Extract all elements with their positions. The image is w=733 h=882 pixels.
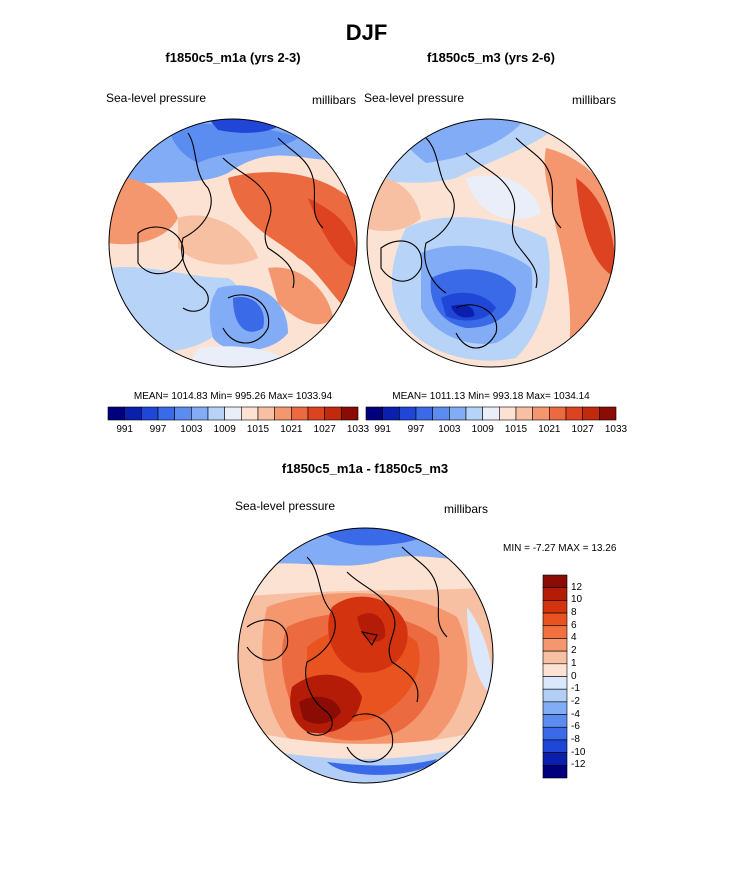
panel-1-colorbar-swatch (124, 406, 142, 421)
panel-2-colorbar-tick-label: 997 (407, 424, 425, 435)
panel-2-units-label: millibars (572, 93, 617, 107)
panel-2-title: f1850c5_m3 (yrs 2-6) (427, 50, 555, 65)
diff-colorbar-swatch (542, 739, 568, 753)
panel-2-colorbar-tick-label: 1033 (604, 424, 628, 435)
diff-colorbar-swatch (542, 688, 568, 703)
panel-2-colorbar-swatch (515, 406, 533, 421)
panel-1-colorbar-tick-label: 1027 (313, 424, 336, 435)
diff-colorbar-swatch (542, 726, 568, 741)
diff-colorbar-swatch (542, 600, 568, 614)
diff-colorbar-tick-label: 0 (571, 670, 577, 682)
panel-1-colorbar-tick-label: 1021 (280, 424, 303, 435)
panel-1-colorbar-tick-label: 1003 (180, 424, 203, 435)
diff-colorbar-tick-label: 1 (571, 657, 577, 669)
panel-2-variable-label: Sea-level pressure (364, 91, 465, 105)
diff-colorbar-swatch (542, 625, 568, 639)
panel-2-colorbar-swatch (382, 406, 400, 421)
diff-panel-variable-label: Sea-level pressure (235, 499, 336, 513)
panel-1-colorbar-swatch (341, 406, 359, 421)
diff-colorbar-tick-label: 12 (571, 581, 583, 593)
panel-2-colorbar-tick-label: 1009 (471, 424, 494, 435)
panel-2-colorbar-swatch (582, 406, 600, 421)
panel-1-colorbar-tick-label: 1015 (246, 424, 270, 435)
panel-1-colorbar-swatch (274, 406, 292, 421)
panel-1-colorbar (107, 406, 359, 421)
diff-colorbar-swatch (542, 638, 568, 652)
diff-colorbar-tick-label: -2 (571, 695, 580, 707)
diff-colorbar-tick-label: 10 (571, 594, 583, 606)
panel-2-colorbar-swatch (465, 406, 483, 421)
panel-2-colorbar-swatch (532, 406, 550, 421)
panel-1-colorbar-swatch (174, 406, 192, 421)
panel-1-colorbar-swatch (257, 406, 275, 421)
panel-1-units-label: millibars (312, 93, 357, 107)
panel-2-colorbar-swatch (482, 406, 500, 421)
panel-2-colorbar-tick-label: 1027 (571, 424, 594, 435)
panel-2-colorbar-swatch (565, 406, 583, 421)
diff-panel-minmax: MIN = -7.27 MAX = 13.26 (503, 543, 617, 554)
diff-panel-units-label: millibars (444, 502, 489, 516)
panel-2-colorbar-swatch (432, 406, 450, 421)
diff-colorbar-swatch (542, 663, 568, 677)
diff-colorbar-swatch (542, 574, 568, 588)
diff-colorbar-tick-label: 4 (571, 632, 577, 644)
panel-2-colorbar-tick-label: 1021 (538, 424, 561, 435)
panel-1-stats: MEAN= 1014.83 Min= 995.26 Max= 1033.94 (133, 391, 333, 402)
diff-panel-map (237, 527, 494, 784)
diff-colorbar-tick-label: -6 (571, 721, 580, 733)
diff-colorbar-tick-label: -12 (571, 759, 586, 771)
panel-2-colorbar-swatch (549, 406, 567, 421)
panel-1-variable-label: Sea-level pressure (106, 91, 207, 105)
panel-2-map (366, 118, 616, 368)
panel-2-colorbar-tick-label: 991 (374, 424, 391, 435)
panel-2-colorbar-swatch (415, 406, 433, 421)
panel-2-colorbar-swatch (365, 406, 383, 421)
diff-colorbar-tick-label: -8 (571, 733, 580, 745)
diff-colorbar-swatch (542, 587, 568, 601)
diff-colorbar-tick-label: -10 (571, 746, 586, 758)
panel-2-colorbar-swatch (499, 406, 517, 421)
panel-1-colorbar-swatch (107, 406, 125, 421)
panel-1-colorbar-swatch (241, 406, 259, 421)
panel-1-colorbar-tick-label: 1033 (346, 424, 370, 435)
diff-colorbar-tick-label: -4 (571, 708, 580, 720)
panel-1-colorbar-swatch (224, 406, 242, 421)
panel-2-colorbar-tick-label: 1015 (504, 424, 528, 435)
diff-colorbar-swatch (542, 701, 568, 715)
diff-colorbar-tick-label: 6 (571, 619, 577, 631)
diff-colorbar-tick-label: 2 (571, 645, 577, 657)
panel-2-colorbar-swatch (599, 406, 617, 421)
panel-2-colorbar (365, 406, 617, 421)
page-title: DJF (345, 20, 388, 45)
diff-colorbar-swatch (542, 714, 568, 728)
panel-1-colorbar-swatch (207, 406, 225, 421)
panel-1-colorbar-swatch (291, 406, 309, 421)
diff-colorbar (542, 574, 568, 779)
panel-1-title: f1850c5_m1a (yrs 2-3) (165, 50, 301, 65)
panel-1-colorbar-tick-label: 1009 (213, 424, 236, 435)
diff-colorbar-swatch (542, 650, 568, 665)
panel-1-colorbar-swatch (324, 406, 342, 421)
panel-1-colorbar-swatch (157, 406, 175, 421)
panel-2-colorbar-swatch (399, 406, 417, 421)
diff-colorbar-swatch (542, 676, 568, 690)
panel-1-colorbar-swatch (141, 406, 159, 421)
panel-1-colorbar-tick-label: 997 (149, 424, 167, 435)
diff-colorbar-tick-label: 8 (571, 607, 577, 619)
panel-2-colorbar-tick-label: 1003 (438, 424, 461, 435)
panel-1-map (108, 118, 358, 368)
panel-2-stats: MEAN= 1011.13 Min= 993.18 Max= 1034.14 (392, 391, 590, 402)
diff-colorbar-swatch (542, 752, 568, 766)
diff-colorbar-swatch (542, 612, 568, 627)
panel-1-colorbar-swatch (307, 406, 325, 421)
diff-panel-title: f1850c5_m1a - f1850c5_m3 (281, 461, 449, 476)
diff-colorbar-swatch (542, 765, 568, 779)
diff-colorbar-tick-label: -1 (571, 683, 580, 695)
panel-2-colorbar-swatch (449, 406, 467, 421)
panel-1-colorbar-tick-label: 991 (116, 424, 133, 435)
panel-1-colorbar-swatch (191, 406, 209, 421)
